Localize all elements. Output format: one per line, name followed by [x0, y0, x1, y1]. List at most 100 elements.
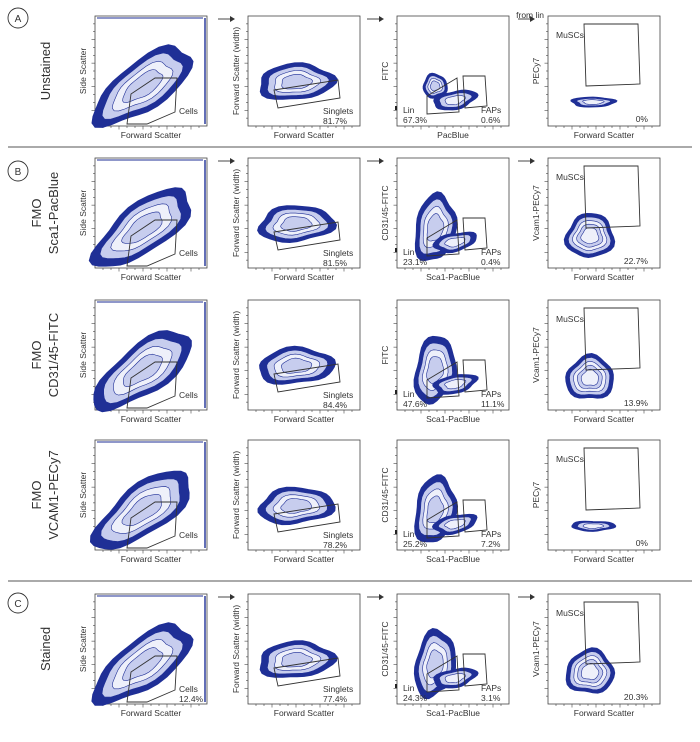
panel: [518, 593, 661, 708]
gate-percent: 12.4%: [179, 694, 204, 704]
panel: [244, 299, 361, 414]
gate-label: Singlets: [323, 530, 353, 540]
gate-label: Lin: [403, 389, 415, 399]
gate-label: Singlets: [323, 684, 353, 694]
x-axis-label: Forward Scatter: [574, 414, 635, 424]
faps-gate: [462, 359, 488, 393]
cells-gate: [126, 361, 178, 409]
panel: [367, 157, 510, 272]
gate-percent: 25.2%: [403, 539, 428, 549]
gate-percent: 22.7%: [624, 256, 649, 266]
gate-percent: 24.3%: [403, 693, 428, 703]
gate-label: Cells: [179, 530, 198, 540]
panel: [367, 15, 510, 130]
gate-label: MuSCs: [556, 172, 584, 182]
singlets-gate: [273, 503, 341, 533]
gate-label: MuSCs: [556, 454, 584, 464]
lin-gate: [426, 655, 460, 693]
y-axis-label: PECy7: [531, 58, 541, 85]
gate-percent: 77.4%: [323, 694, 348, 704]
cells-gate: [126, 219, 178, 267]
vcam-cloud-level-4: [580, 227, 600, 245]
muscs-gate: [583, 165, 641, 229]
muscs-gate: [583, 23, 641, 87]
lin-gate: [426, 501, 460, 539]
singlets-gate: [273, 657, 341, 687]
gate-label: FAPs: [481, 389, 501, 399]
muscs-gate: [583, 601, 641, 665]
arrow-head: [530, 16, 535, 22]
row-label: FMO: [29, 199, 44, 228]
y-axis-label: Forward Scatter (width): [231, 605, 241, 693]
y-axis-label: Side Scatter: [78, 332, 88, 378]
vcam-cloud-level-4: [580, 368, 599, 386]
row-label: Sca1-PacBlue: [46, 172, 61, 254]
panel-note: from lin: [516, 10, 544, 20]
gate-percent: 13.9%: [624, 398, 649, 408]
faps-gate: [462, 653, 488, 687]
axis-marker: [395, 106, 397, 110]
x-axis-label: Sca1-PacBlue: [426, 554, 480, 564]
panel: [91, 593, 208, 708]
vcam-cloud-level-2: [582, 99, 605, 105]
singlets-gate: [273, 79, 341, 109]
gate-label: Singlets: [323, 106, 353, 116]
x-axis-label: Forward Scatter: [274, 708, 335, 718]
x-axis-label: Forward Scatter: [121, 130, 182, 140]
cells-gate: [126, 77, 178, 125]
cells-gate: [126, 655, 178, 703]
axis-marker: [395, 248, 397, 252]
x-axis-label: PacBlue: [437, 130, 469, 140]
x-axis-label: Forward Scatter: [274, 554, 335, 564]
panel: [367, 593, 510, 708]
singlets-gate: [273, 221, 341, 251]
lin-tail-cloud-level-2: [444, 95, 467, 106]
gate-label: Lin: [403, 105, 415, 115]
panel: [218, 15, 361, 130]
singlets-gate: [273, 363, 341, 393]
gate-label: FAPs: [481, 683, 501, 693]
y-axis-label: FITC: [380, 62, 390, 81]
gate-percent: 23.1%: [403, 257, 428, 267]
singlet-cloud-level-3: [280, 216, 313, 232]
x-axis-label: Sca1-PacBlue: [426, 272, 480, 282]
y-axis-label: Side Scatter: [78, 626, 88, 672]
row-label: CD31/45-FITC: [46, 313, 61, 398]
lin-tail-cloud-level-2: [444, 672, 467, 684]
section-badge: [7, 592, 29, 614]
y-axis-label: CD31/45-FITC: [380, 185, 390, 240]
gate-label: MuSCs: [556, 30, 584, 40]
y-axis-label: Vcam1-PECy7: [531, 621, 541, 677]
axis-marker: [395, 530, 397, 534]
arrow-head: [379, 16, 384, 22]
lin-gate: [426, 77, 460, 115]
gate-percent: 7.2%: [481, 539, 501, 549]
section-badge: [7, 160, 29, 182]
panel: [89, 439, 208, 554]
y-axis-label: Forward Scatter (width): [231, 27, 241, 115]
panel: [518, 157, 661, 272]
row-label: FMO: [29, 341, 44, 370]
gate-label: Cells: [179, 248, 198, 258]
arrow-head: [230, 158, 235, 164]
gate-label: MuSCs: [556, 608, 584, 618]
panel: [518, 15, 661, 130]
arrow-head: [379, 158, 384, 164]
y-axis-label: Forward Scatter (width): [231, 311, 241, 399]
x-axis-label: Forward Scatter: [274, 414, 335, 424]
gate-percent: 0.4%: [481, 257, 501, 267]
panel: [88, 157, 208, 272]
gate-label: FAPs: [481, 247, 501, 257]
panel: [544, 299, 661, 414]
muscs-gate: [583, 447, 641, 511]
y-axis-label: Vcam1-PECy7: [531, 327, 541, 383]
gate-label: Lin: [403, 683, 415, 693]
x-axis-label: Forward Scatter: [121, 272, 182, 282]
row-label: Stained: [38, 627, 53, 671]
x-axis-label: Forward Scatter: [274, 272, 335, 282]
gate-percent: 20.3%: [624, 692, 649, 702]
y-axis-label: CD31/45-FITC: [380, 467, 390, 522]
section-letter: A: [15, 14, 22, 25]
gate-percent: 47.6%: [403, 399, 428, 409]
